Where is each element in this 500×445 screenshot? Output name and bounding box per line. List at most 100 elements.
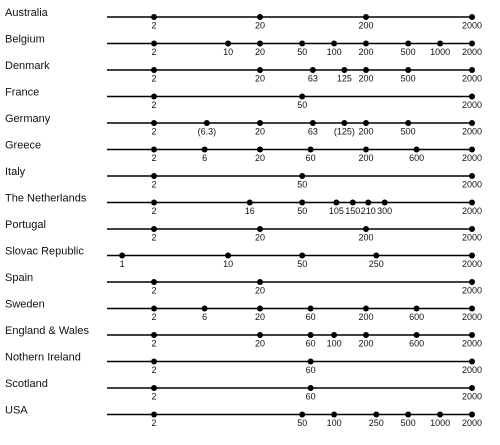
value-label: 125 [337,73,352,83]
dot [341,120,348,126]
value-label: 2 [152,391,157,401]
value-label: 60 [306,312,316,322]
dot [257,226,264,232]
value-label: 200 [358,73,373,83]
country-label: USA [5,404,28,416]
value-label: (125) [334,126,355,136]
value-label: 50 [297,47,307,57]
value-label: 200 [358,47,373,57]
dot [151,411,158,418]
dot [413,146,420,153]
value-label: 2 [152,153,157,163]
dot [405,411,412,418]
dot [405,120,412,126]
dot [151,14,158,20]
dot [299,411,306,418]
value-label: 60 [306,153,316,163]
dot [469,411,475,418]
value-label: 600 [409,338,424,348]
country-label: Portugal [5,219,46,231]
value-label: 20 [255,20,265,30]
dot [413,332,420,338]
dot [341,67,348,73]
country-label: Australia [5,7,49,19]
value-label: 2000 [462,179,482,189]
dot [257,279,264,285]
dot [331,332,338,338]
dot [119,252,126,259]
dot [151,146,158,153]
dot [257,146,264,153]
dot [331,40,338,47]
dot [437,40,444,47]
dot [469,40,475,47]
value-label: 100 [327,47,342,57]
value-label: 6 [202,312,207,322]
dot [257,332,264,338]
value-label: 50 [297,179,307,189]
dot [299,252,306,259]
value-label: 2000 [462,391,482,401]
value-label: 2 [152,312,157,322]
dot [469,199,475,206]
dot [405,40,412,47]
value-label: 150 [345,206,360,216]
dot [151,332,158,338]
value-label: 50 [297,418,307,428]
value-label: 20 [255,312,265,322]
value-label: 50 [297,100,307,110]
country-label: Greece [5,139,41,151]
dot [309,67,316,73]
dot [299,173,306,179]
dot [469,252,475,259]
value-label: 2000 [462,285,482,295]
dot [151,40,158,47]
value-label: 20 [255,232,265,242]
dot [309,120,316,126]
dot [469,305,475,312]
value-label: 20 [255,73,265,83]
dot [246,199,253,206]
value-label: 2 [152,179,157,189]
dot [363,14,370,20]
dot [151,199,158,206]
value-label: 2 [152,232,157,242]
value-label: 2000 [462,153,482,163]
dot [365,199,372,206]
dot [373,411,380,418]
dot [363,332,370,338]
value-label: 600 [409,312,424,322]
value-label: 2000 [462,20,482,30]
dot [363,226,370,232]
value-label: 2000 [462,47,482,57]
country-label: Denmark [5,60,50,72]
dot [381,199,388,206]
value-label: 50 [297,206,307,216]
value-label: 500 [401,418,416,428]
value-label: 2 [152,365,157,375]
value-label: 2 [152,206,157,216]
value-label: 1000 [430,418,450,428]
country-label: England & Wales [5,325,89,337]
dot [405,67,412,73]
dot [151,67,158,73]
dot [307,358,314,365]
dot [151,279,158,285]
dot [299,199,306,206]
value-label: 60 [306,338,316,348]
value-label: (6.3) [198,126,217,136]
value-label: 20 [255,285,265,295]
dot [469,385,475,391]
value-label: 200 [358,232,373,242]
value-label: 2000 [462,365,482,375]
value-label: 500 [401,47,416,57]
dot [363,305,370,312]
dot [349,199,356,206]
dot [469,173,475,179]
dot [437,411,444,418]
value-label: 600 [409,153,424,163]
country-label: Slovac Republic [5,245,84,257]
value-label: 105 [329,206,344,216]
value-label: 2 [152,47,157,57]
value-label: 20 [255,126,265,136]
